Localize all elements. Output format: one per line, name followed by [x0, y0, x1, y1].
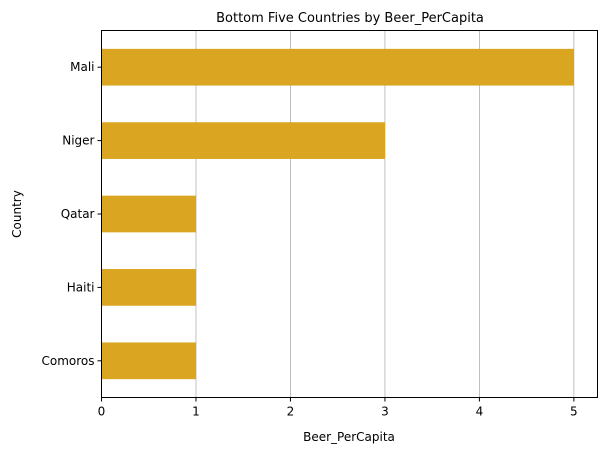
- x-tick-label: 5: [570, 405, 578, 419]
- y-tick-label: Niger: [62, 134, 94, 148]
- bar-mali: [101, 48, 574, 86]
- x-tick-label: 2: [287, 405, 295, 419]
- x-ticks: 0 1 2 3 4 5: [98, 397, 578, 419]
- y-tick-label: Qatar: [61, 207, 95, 221]
- y-ticks: Mali Niger Qatar Haiti Comoros: [41, 60, 102, 368]
- y-tick-label: Haiti: [67, 280, 95, 294]
- bar-qatar: [101, 195, 196, 233]
- x-axis-label: Beer_PerCapita: [303, 430, 395, 444]
- chart-title: Bottom Five Countries by Beer_PerCapita: [216, 11, 484, 26]
- x-tick-label: 0: [98, 405, 106, 419]
- y-axis-label: Country: [10, 190, 24, 238]
- x-tick-label: 3: [381, 405, 389, 419]
- bar-niger: [101, 122, 385, 159]
- x-tick-label: 1: [192, 405, 200, 419]
- bars: [101, 48, 574, 380]
- bar-comoros: [101, 342, 196, 380]
- bar-haiti: [101, 269, 196, 306]
- x-tick-label: 4: [476, 405, 484, 419]
- y-tick-label: Comoros: [41, 354, 94, 368]
- y-tick-label: Mali: [70, 60, 94, 74]
